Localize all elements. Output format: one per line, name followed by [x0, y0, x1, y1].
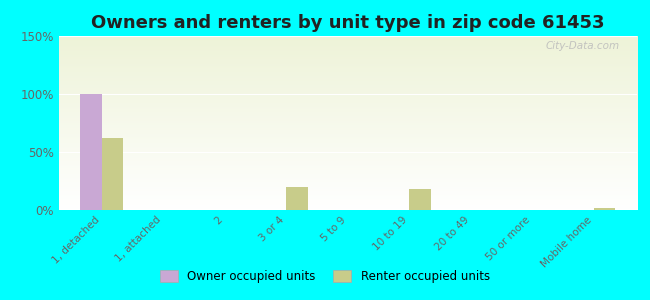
Bar	[80, 94, 101, 210]
Bar	[594, 208, 616, 210]
Bar	[286, 187, 307, 210]
Bar	[410, 189, 431, 210]
Title: Owners and renters by unit type in zip code 61453: Owners and renters by unit type in zip c…	[91, 14, 604, 32]
Bar	[101, 138, 123, 210]
Text: City-Data.com: City-Data.com	[545, 41, 619, 51]
Legend: Owner occupied units, Renter occupied units: Owner occupied units, Renter occupied un…	[155, 266, 495, 288]
